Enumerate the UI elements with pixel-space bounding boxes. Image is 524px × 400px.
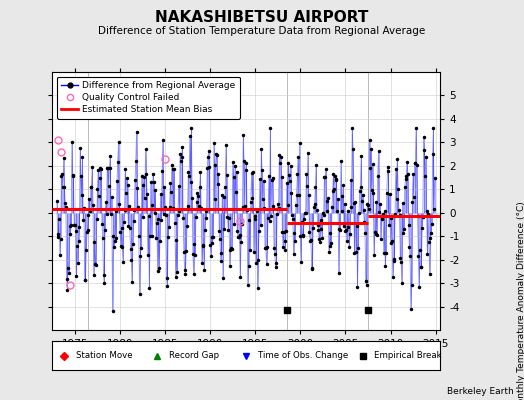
Text: Record Gap: Record Gap — [169, 351, 219, 360]
Text: Difference of Station Temperature Data from Regional Average: Difference of Station Temperature Data f… — [99, 26, 425, 36]
Text: Berkeley Earth: Berkeley Earth — [447, 387, 514, 396]
Legend: Difference from Regional Average, Quality Control Failed, Estimated Station Mean: Difference from Regional Average, Qualit… — [57, 76, 240, 119]
Text: NAKASHIBETSU AIRPORT: NAKASHIBETSU AIRPORT — [155, 10, 369, 25]
Text: Empirical Break: Empirical Break — [374, 351, 442, 360]
Text: Monthly Temperature Anomaly Difference (°C): Monthly Temperature Anomaly Difference (… — [517, 201, 524, 400]
Text: Station Move: Station Move — [75, 351, 132, 360]
Text: Time of Obs. Change: Time of Obs. Change — [258, 351, 348, 360]
